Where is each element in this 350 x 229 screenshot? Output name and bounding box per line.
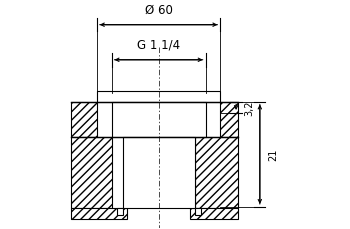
Bar (117, 208, 122, 215)
Bar (71, 208, 127, 219)
Text: 3,2: 3,2 (244, 100, 254, 115)
Text: G 1 1/4: G 1 1/4 (137, 38, 180, 52)
Bar (220, 102, 238, 137)
Bar (71, 137, 112, 208)
Bar (97, 92, 220, 102)
Bar (71, 102, 97, 137)
Text: 21: 21 (268, 148, 278, 161)
Bar (122, 137, 195, 208)
Bar (195, 208, 201, 215)
Bar (112, 102, 205, 137)
Bar (190, 208, 238, 219)
Text: Ø 60: Ø 60 (145, 4, 173, 16)
Bar (195, 137, 238, 208)
